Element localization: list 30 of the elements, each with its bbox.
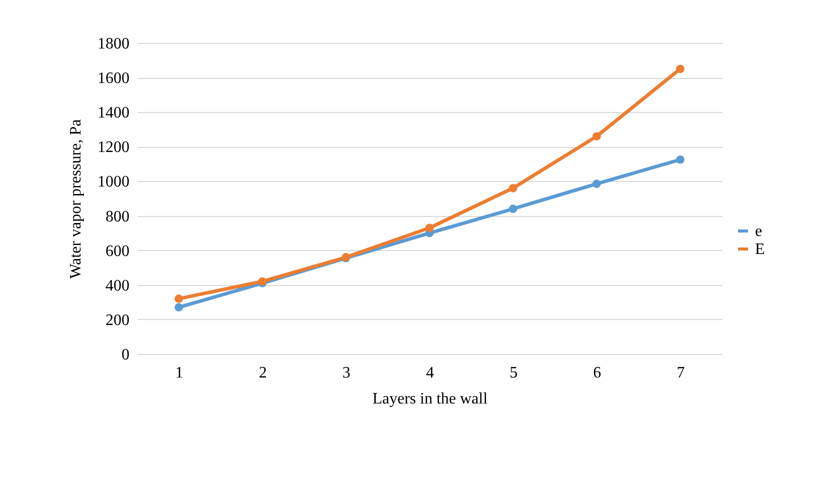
legend-label: e [755,223,762,240]
y-tick-label: 600 [106,242,130,260]
point [508,204,518,214]
y-tick-label: 1200 [98,139,130,156]
point [508,184,518,192]
x-tick-label: 1 [175,364,184,382]
point [676,155,684,164]
x-tick-label: 5 [510,364,518,382]
y-tick-label: 1000 [98,174,130,191]
y-tick-label: 1400 [98,104,130,122]
point [592,132,601,140]
point [592,180,601,188]
point [676,64,684,74]
y-axis-title: Water vapor pressure, Pa [68,119,84,279]
y-tick-label: 0 [122,346,130,364]
y-tick-label: 800 [106,208,130,226]
x-tick-label: 6 [593,364,602,382]
x-axis-title: Layers in the wall [372,390,488,408]
point [425,224,434,232]
y-tick-label: 400 [106,277,130,294]
x-tick-label: 3 [342,364,350,382]
point [174,303,183,312]
y-tick-label: 200 [106,312,130,329]
x-tick-label: 7 [676,364,685,382]
y-tick-label: 1800 [98,36,130,52]
x-tick-label: 2 [258,364,267,382]
legend-label: E [755,241,765,258]
y-tick-label: 1600 [98,70,130,88]
point [174,294,183,303]
x-tick-label: 4 [426,364,434,382]
